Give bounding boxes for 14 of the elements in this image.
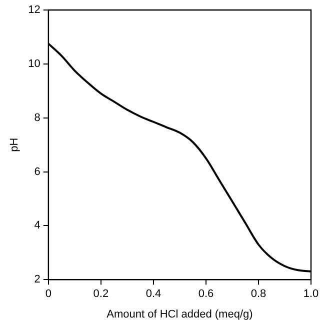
y-tick-label: 2: [34, 274, 40, 286]
y-axis-title: pH: [8, 138, 21, 152]
y-tick-label: 6: [34, 166, 40, 178]
y-tick-label: 10: [28, 58, 40, 70]
x-tick-label: 0.6: [198, 288, 214, 300]
x-tick-label: 0.8: [250, 288, 266, 300]
x-tick-label: 1.0: [303, 288, 319, 300]
x-axis-title: Amount of HCl added (meq/g): [106, 308, 253, 320]
y-tick-label: 4: [34, 220, 40, 232]
y-tick-label: 12: [28, 4, 40, 16]
x-tick-label: 0.2: [93, 288, 109, 300]
x-tick-label: 0: [45, 288, 52, 300]
y-tick-label: 8: [34, 112, 40, 124]
x-tick-label: 0.4: [146, 288, 162, 300]
